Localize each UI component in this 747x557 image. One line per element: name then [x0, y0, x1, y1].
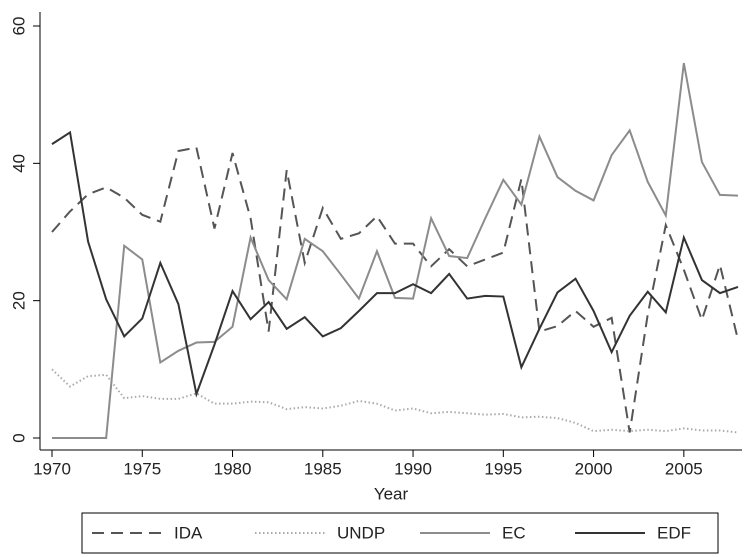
x-tick-label: 2000	[575, 459, 613, 478]
legend-label: EDF	[657, 523, 691, 542]
series-line	[51, 368, 739, 434]
y-tick-label: 20	[9, 291, 28, 310]
y-tick-label: 60	[9, 17, 28, 36]
y-tick-label: 0	[9, 433, 28, 442]
x-tick-label: 1990	[394, 459, 432, 478]
x-tick-label: 1985	[304, 459, 342, 478]
x-tick-label: 2005	[665, 459, 703, 478]
series-line	[52, 62, 739, 439]
series-line	[51, 130, 739, 398]
x-tick-label: 1995	[484, 459, 522, 478]
x-tick-label: 1975	[123, 459, 161, 478]
legend-label: IDA	[174, 523, 203, 542]
y-tick-label: 40	[9, 154, 28, 173]
legend-label: EC	[502, 523, 526, 542]
x-axis-title: Year	[374, 484, 409, 503]
series-line	[51, 146, 739, 433]
x-tick-label: 1970	[33, 459, 71, 478]
legend-label: UNDP	[337, 523, 385, 542]
x-tick-label: 1980	[214, 459, 252, 478]
